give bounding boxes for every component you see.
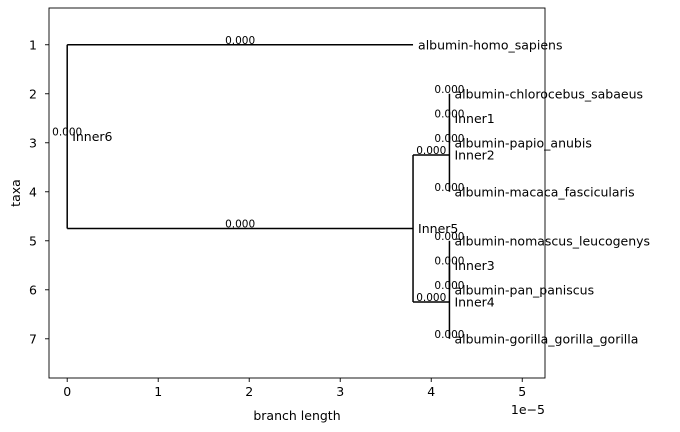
node-label-inner6: Inner6 [72,129,112,144]
node-label-albumin-papio-anubis: albumin-papio_anubis [454,135,591,150]
y-tick-label: 5 [29,233,37,248]
branch-label-albumin-papio-anubis: 0.000 [434,133,464,145]
plot-frame [48,7,546,379]
y-tick-label: 1 [29,37,37,52]
node-label-albumin-macaca-fascicularis: albumin-macaca_fascicularis [454,184,634,199]
y-tick-label: 4 [29,184,37,199]
y-axis-ticks: 1 2 3 4 5 6 7 [29,37,49,346]
node-label-inner3: Inner3 [454,258,494,273]
y-tick-label: 2 [29,86,37,101]
node-label-inner2: Inner2 [454,148,494,163]
branch-label-inner6: 0.000 [52,127,82,139]
branch-length-labels: 0.0000.0000.0000.0000.0000.0000.0000.000… [52,35,464,341]
node-labels: Inner6 albumin-homo_sapiens Inner5 Inner2 In… [72,37,650,346]
branch-label-albumin-gorilla-gorilla-gorilla: 0.000 [434,329,464,341]
node-label-inner1: Inner1 [454,111,494,126]
x-tick-label: 3 [336,384,344,399]
x-tick-label: 0 [63,384,71,399]
branch-label-albumin-chlorocebus-sabaeus: 0.000 [434,84,464,96]
y-axis-label: taxa [8,179,23,207]
branch-label-inner2: 0.000 [416,145,446,157]
x-tick-label: 4 [427,384,435,399]
y-tick-label: 6 [29,282,37,297]
node-label-albumin-nomascus-leucogenys: albumin-nomascus_leucogenys [454,233,650,248]
node-label-inner5: Inner5 [418,221,458,236]
x-tick-label: 5 [518,384,526,399]
node-label-albumin-homo-sapiens: albumin-homo_sapiens [418,37,562,52]
tree-branches [66,44,451,339]
y-tick-label: 7 [29,331,37,346]
branch-label-inner5: 0.000 [225,219,255,231]
x-axis-offset-label: 1e−5 [511,402,545,417]
node-label-inner4: Inner4 [454,295,494,310]
x-axis-ticks: 0 1 2 3 4 5 [63,378,526,399]
x-axis-label: branch length [253,408,340,423]
x-tick-label: 2 [245,384,253,399]
branch-label-albumin-homo-sapiens: 0.000 [225,35,255,47]
node-label-albumin-gorilla-gorilla-gorilla: albumin-gorilla_gorilla_gorilla [454,331,638,346]
branch-label-albumin-nomascus-leucogenys: 0.000 [434,231,464,243]
branch-label-albumin-pan-paniscus: 0.000 [434,280,464,292]
branch-label-albumin-macaca-fascicularis: 0.000 [434,182,464,194]
branch-label-inner4: 0.000 [416,292,446,304]
node-label-albumin-chlorocebus-sabaeus: albumin-chlorocebus_sabaeus [454,86,643,101]
y-tick-label: 3 [29,135,37,150]
node-label-albumin-pan-paniscus: albumin-pan_paniscus [454,282,594,297]
branch-label-inner3: 0.000 [434,255,464,267]
x-tick-label: 1 [154,384,162,399]
branch-label-inner1: 0.000 [434,108,464,120]
